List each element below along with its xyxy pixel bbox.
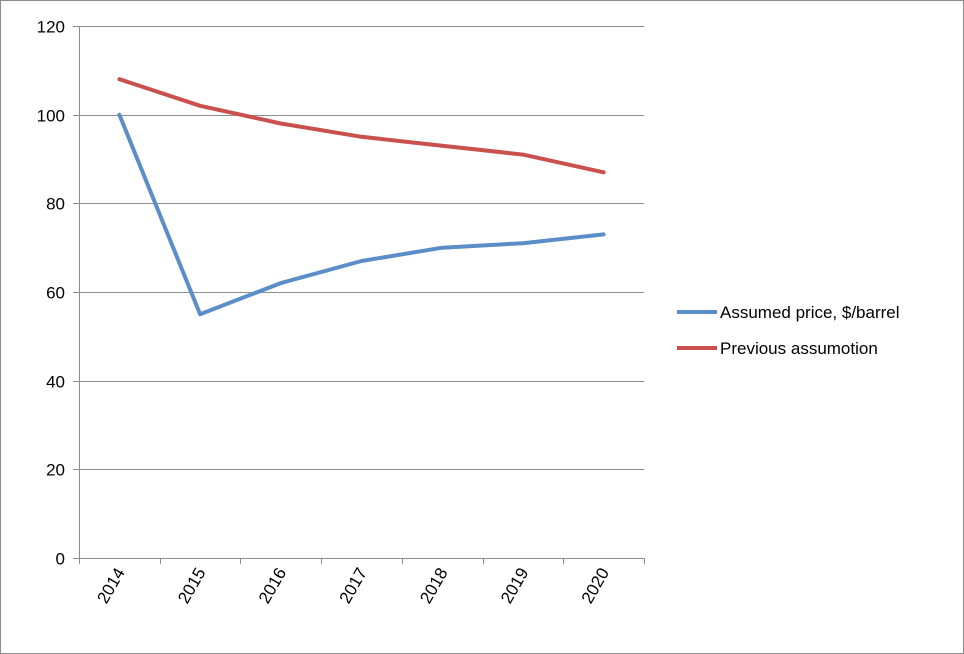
series-lines xyxy=(117,77,606,317)
x-tick-label: 2015 xyxy=(174,565,209,607)
axes xyxy=(73,26,645,564)
x-tick-label: 2020 xyxy=(578,565,613,607)
y-tick-label: 100 xyxy=(37,107,65,126)
y-tick-label: 60 xyxy=(46,284,65,303)
x-tick-label: 2018 xyxy=(416,565,451,607)
y-tick-label: 40 xyxy=(46,373,65,392)
y-tick-label: 120 xyxy=(37,18,65,37)
series-line-2 xyxy=(117,77,606,175)
x-tick-label: 2019 xyxy=(497,565,532,607)
tick-labels: 0 20 40 60 80 100 120 2014 2015 2016 2017 2018 2019 2… xyxy=(37,18,613,607)
legend-label-1: Assumed price, $/barrel xyxy=(720,303,900,322)
legend: Assumed price, $/barrel Previous assumoti… xyxy=(677,303,900,358)
x-tick-label: 2014 xyxy=(93,565,128,607)
legend-label-2: Previous assumotion xyxy=(720,339,878,358)
y-tick-label: 80 xyxy=(46,195,65,214)
x-tick-label: 2017 xyxy=(336,565,371,607)
series-line-1 xyxy=(117,112,606,317)
y-tick-label: 0 xyxy=(56,550,65,569)
x-tick-label: 2016 xyxy=(255,565,290,607)
y-tick-label: 20 xyxy=(46,461,65,480)
gridlines xyxy=(79,26,644,470)
